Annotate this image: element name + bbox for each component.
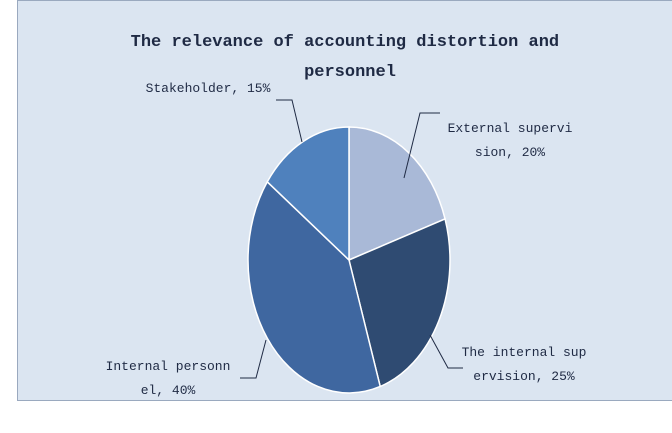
data-label: External supervi sion, 20% xyxy=(448,121,573,160)
leader-line xyxy=(429,334,463,369)
data-label: Stakeholder, 15% xyxy=(146,81,271,96)
leader-line xyxy=(276,99,303,143)
pie-slice xyxy=(348,126,446,262)
chart-title-text: The relevance of accounting distortion a… xyxy=(131,33,570,82)
data-label: Internal personn el, 40% xyxy=(106,359,231,398)
pie-slice xyxy=(247,180,382,394)
chart-title: The relevance of accounting distortion a… xyxy=(131,33,570,82)
leader-line xyxy=(240,339,267,379)
pie-slice xyxy=(266,126,350,262)
pie-slice xyxy=(348,217,451,388)
leader-line xyxy=(403,112,440,179)
data-label: The internal sup ervision, 25% xyxy=(462,345,587,384)
